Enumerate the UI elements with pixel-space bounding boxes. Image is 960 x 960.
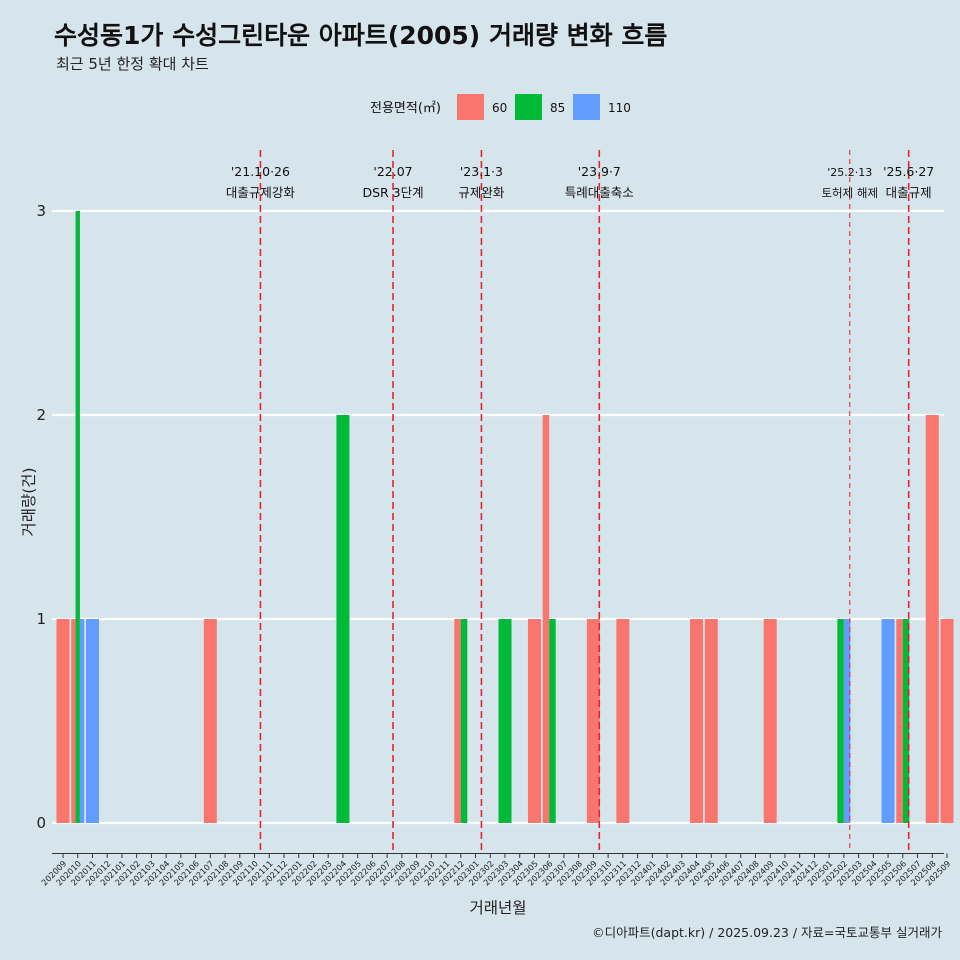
bar-202506-60 xyxy=(896,619,903,823)
bar-202306-60 xyxy=(542,415,550,823)
event-name-label: 토허제 해제 xyxy=(821,186,878,200)
event-date-label: '25.2·13 xyxy=(827,166,872,179)
x-axis-title: 거래년월 xyxy=(469,899,526,917)
y-tick-label: 1 xyxy=(36,610,46,628)
bar-202212-85 xyxy=(460,619,468,823)
bar-202502-85 xyxy=(837,619,844,823)
bar-202010-85 xyxy=(75,211,80,823)
bar-202311-60 xyxy=(616,619,630,823)
bar-202212-60 xyxy=(454,619,461,823)
bar-202505-110 xyxy=(881,619,895,823)
bar-202309-60 xyxy=(586,619,600,823)
y-tick-label: 0 xyxy=(36,814,46,832)
chart-subtitle: 최근 5년 한정 확대 차트 xyxy=(56,55,209,73)
event-date-label: '21.10·26 xyxy=(231,164,290,179)
legend-swatch-85 xyxy=(515,94,542,120)
event-date-label: '23.1·3 xyxy=(460,164,503,179)
legend-swatch-110 xyxy=(573,94,600,120)
bar-202303-85 xyxy=(498,619,512,823)
chart-title: 수성동1가 수성그린타운 아파트(2005) 거래량 변화 흐름 xyxy=(54,21,668,50)
bar-202405-60 xyxy=(704,619,718,823)
legend-label: 110 xyxy=(608,101,631,115)
y-axis-title: 거래량(건) xyxy=(20,467,38,536)
bar-202204-85 xyxy=(336,415,350,823)
bar-202305-60 xyxy=(527,619,541,823)
event-name-label: 특례대출축소 xyxy=(565,185,634,200)
legend-label: 60 xyxy=(492,101,507,115)
bar-202409-60 xyxy=(763,619,777,823)
event-name-label: 대출규제강화 xyxy=(226,185,296,200)
bar-202404-60 xyxy=(690,619,704,823)
legend-swatch-60 xyxy=(457,94,484,120)
bar-202107-60 xyxy=(203,619,217,823)
legend-label: 85 xyxy=(550,101,565,115)
bar-202011-110 xyxy=(85,619,99,823)
source-caption: ©디아파트(dapt.kr) / 2025.09.23 / 자료=국토교통부 실… xyxy=(592,925,942,940)
bar-202010-60 xyxy=(71,619,76,823)
bar-202306-85 xyxy=(549,619,556,823)
bar-202506-85 xyxy=(902,619,910,823)
event-name-label: 규제완화 xyxy=(458,185,505,200)
event-name-label: DSR 3단계 xyxy=(362,185,423,200)
event-date-label: '23.9·7 xyxy=(578,164,621,179)
legend-title: 전용면적(㎡) xyxy=(370,101,441,116)
bar-202509-60 xyxy=(940,619,954,823)
event-date-label: '22.07 xyxy=(373,164,412,179)
y-tick-label: 3 xyxy=(36,202,46,220)
y-tick-label: 2 xyxy=(36,406,46,424)
event-name-label: 대출규제 xyxy=(886,185,932,200)
bar-202010-110 xyxy=(79,619,85,823)
bar-202508-60 xyxy=(925,415,939,823)
bar-202502-110 xyxy=(843,619,851,823)
bar-202009-60 xyxy=(56,619,70,823)
event-date-label: '25.6·27 xyxy=(883,164,934,179)
